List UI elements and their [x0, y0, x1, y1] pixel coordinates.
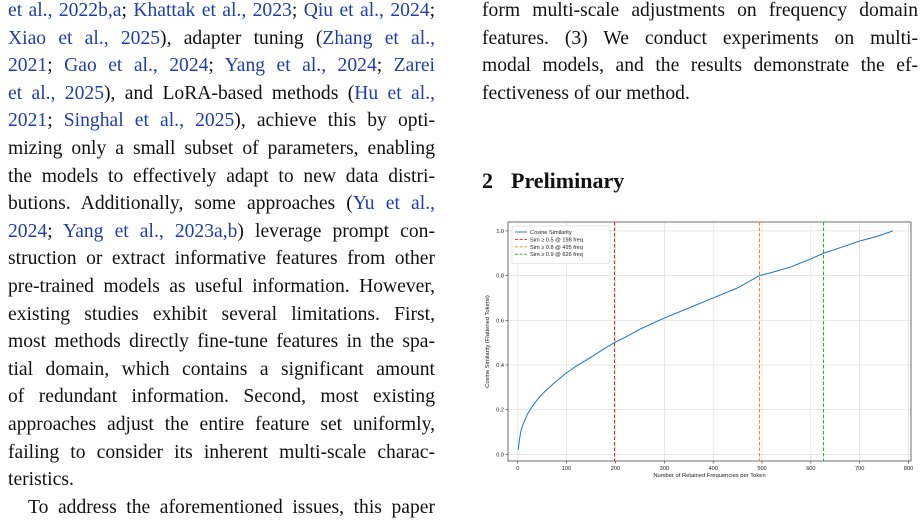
text-run: struction or extract informative feature…: [8, 248, 435, 270]
citation-link[interactable]: Yang et al., 2024: [224, 55, 377, 77]
text-run: pre-trained models as useful information…: [8, 275, 435, 297]
citation-link[interactable]: Qiu et al., 2024: [303, 0, 430, 21]
similarity-chart: 0 100 200 300 400 500 600 700 800 0.0 0.2 0.4 0.6 0.8…: [470, 216, 916, 492]
citation-link[interactable]: 2021: [8, 110, 48, 132]
left-line: of redundant information. Second, most e…: [8, 383, 435, 411]
citation-link[interactable]: Xiao et al., 2025: [8, 27, 161, 49]
legend-label: Sim ≥ 0.5 @ 198 freq: [530, 237, 583, 243]
left-line: 2021; Gao et al., 2024; Yang et al., 202…: [8, 52, 435, 80]
left-line: 2021; Singhal et al., 2025), achieve thi…: [8, 107, 435, 135]
left-line: struction or extract informative feature…: [8, 245, 435, 273]
text-run: ;: [47, 55, 65, 77]
citation-link[interactable]: Yu et al.,: [352, 193, 435, 215]
text-run: ;: [47, 110, 64, 132]
text-run: most methods directly fine-tune features…: [8, 331, 435, 353]
text-run: ;: [376, 55, 394, 77]
y-tick-label: 1.0: [496, 229, 504, 235]
right-line: form multi-scale adjustments on frequenc…: [482, 0, 918, 25]
citation-link[interactable]: Zarei: [393, 55, 436, 77]
citation-link[interactable]: 2021: [8, 55, 48, 77]
left-line: approaches adjust the entire feature set…: [8, 411, 435, 439]
left-line: et al., 2022b,a; Khattak et al., 2023; Q…: [8, 0, 435, 25]
text-run: modal models, and the results demonstrat…: [482, 55, 918, 77]
left-line: mizing only a small subset of parameters…: [8, 135, 435, 163]
citation-link[interactable]: Singhal et al., 2025: [63, 110, 235, 132]
citation-link[interactable]: Zhang et al.,: [322, 27, 435, 49]
y-tick-label: 0.2: [496, 408, 504, 414]
x-tick-label: 0: [516, 466, 519, 472]
x-tick-label: 700: [855, 466, 864, 472]
section-title: Preliminary: [511, 168, 625, 193]
citation-link[interactable]: 2024: [8, 220, 48, 242]
left-line: Xiao et al., 2025), adapter tuning (Zhan…: [8, 25, 435, 53]
x-tick-label: 300: [660, 466, 669, 472]
right-line: fectiveness of our method.: [482, 80, 918, 108]
citation-link[interactable]: Khattak et al., 2023: [133, 0, 292, 21]
right-line: features. (3) We conduct experiments on …: [482, 25, 918, 53]
citation-link[interactable]: et al., 2022b,a: [8, 0, 122, 21]
text-run: tial domain, which contains a significan…: [8, 358, 435, 380]
citation-link[interactable]: et al., 2025: [8, 82, 104, 104]
left-text-column: et al., 2022b,a; Khattak et al., 2023; Q…: [8, 0, 435, 521]
text-run: features. (3) We conduct experiments on …: [482, 27, 918, 49]
text-run: of redundant information. Second, most e…: [8, 386, 435, 408]
section-number: 2: [482, 168, 493, 193]
left-line: tial domain, which contains a significan…: [8, 356, 435, 384]
text-run: ;: [208, 55, 225, 77]
x-tick-label: 200: [611, 466, 620, 472]
legend-label: Sim ≥ 0.8 @ 495 freq: [530, 245, 583, 251]
text-run: ;: [121, 0, 134, 21]
y-tick-label: 0.0: [496, 452, 504, 458]
left-line: butions. Additionally, some approaches (…: [8, 190, 435, 218]
left-line: most methods directly fine-tune features…: [8, 328, 435, 356]
y-tick-label: 0.8: [496, 274, 504, 280]
text-run: mizing only a small subset of parameters…: [8, 137, 435, 159]
legend-label: Cosine Similarity: [530, 230, 572, 236]
y-axis-label: Cosine Similarity (Flattened Tokens): [485, 295, 491, 388]
text-run: ;: [47, 220, 63, 242]
x-tick-label: 500: [757, 466, 766, 472]
legend-label: Sim ≥ 0.9 @ 626 freq: [530, 252, 583, 258]
x-tick-label: 100: [562, 466, 571, 472]
text-run: ), and LoRA-based methods (: [104, 82, 355, 104]
left-line: et al., 2025), and LoRA-based methods (H…: [8, 80, 435, 108]
left-line: pre-trained models as useful information…: [8, 273, 435, 301]
citation-link[interactable]: Yang et al., 2023a,b: [63, 220, 238, 242]
right-line: modal models, and the results demonstrat…: [482, 52, 918, 80]
text-run: failing to consider its inherent multi-s…: [8, 441, 435, 463]
text-run: ) leverage prompt con-: [237, 220, 435, 242]
x-tick-label: 600: [806, 466, 815, 472]
left-line: 2024; Yang et al., 2023a,b) leverage pro…: [8, 218, 435, 246]
text-run: butions. Additionally, some approaches (: [8, 193, 353, 215]
x-axis-label: Number of Retained Frequencies per Token: [653, 473, 765, 479]
text-run: ;: [429, 0, 436, 21]
left-line: existing studies exhibit several limitat…: [8, 301, 435, 329]
text-run: To address the aforementioned issues, th…: [28, 496, 435, 518]
legend-box: [511, 225, 611, 264]
citation-link[interactable]: Hu et al.,: [354, 82, 435, 104]
left-line: teristics.: [8, 466, 435, 494]
citation-link[interactable]: Gao et al., 2024: [64, 55, 209, 77]
text-run: teristics.: [8, 469, 74, 491]
section-heading: 2 Preliminary: [482, 168, 624, 194]
y-tick-label: 0.4: [496, 363, 504, 369]
y-tick-label: 0.6: [496, 318, 504, 324]
text-run: ), adapter tuning (: [160, 27, 323, 49]
plot-frame: [507, 221, 912, 462]
chart-svg: 0 100 200 300 400 500 600 700 800 0.0 0.2 0.4 0.6 0.8…: [485, 221, 913, 479]
right-text-column: form multi-scale adjustments on frequenc…: [482, 0, 918, 107]
series-line: [517, 230, 894, 450]
text-run: ), achieve this by opti-: [234, 110, 435, 132]
text-run: existing studies exhibit several limitat…: [8, 303, 435, 325]
x-tick-label: 400: [708, 466, 717, 472]
text-run: the models to effectively adapt to new d…: [8, 165, 435, 187]
left-line: the models to effectively adapt to new d…: [8, 163, 435, 191]
text-run: approaches adjust the entire feature set…: [8, 413, 435, 435]
text-run: form multi-scale adjustments on frequenc…: [482, 0, 918, 21]
text-run: fectiveness of our method.: [482, 82, 690, 104]
x-tick-label: 800: [904, 466, 913, 472]
left-line: failing to consider its inherent multi-s…: [8, 439, 435, 467]
text-run: ;: [291, 0, 304, 21]
left-line: To address the aforementioned issues, th…: [8, 494, 435, 521]
